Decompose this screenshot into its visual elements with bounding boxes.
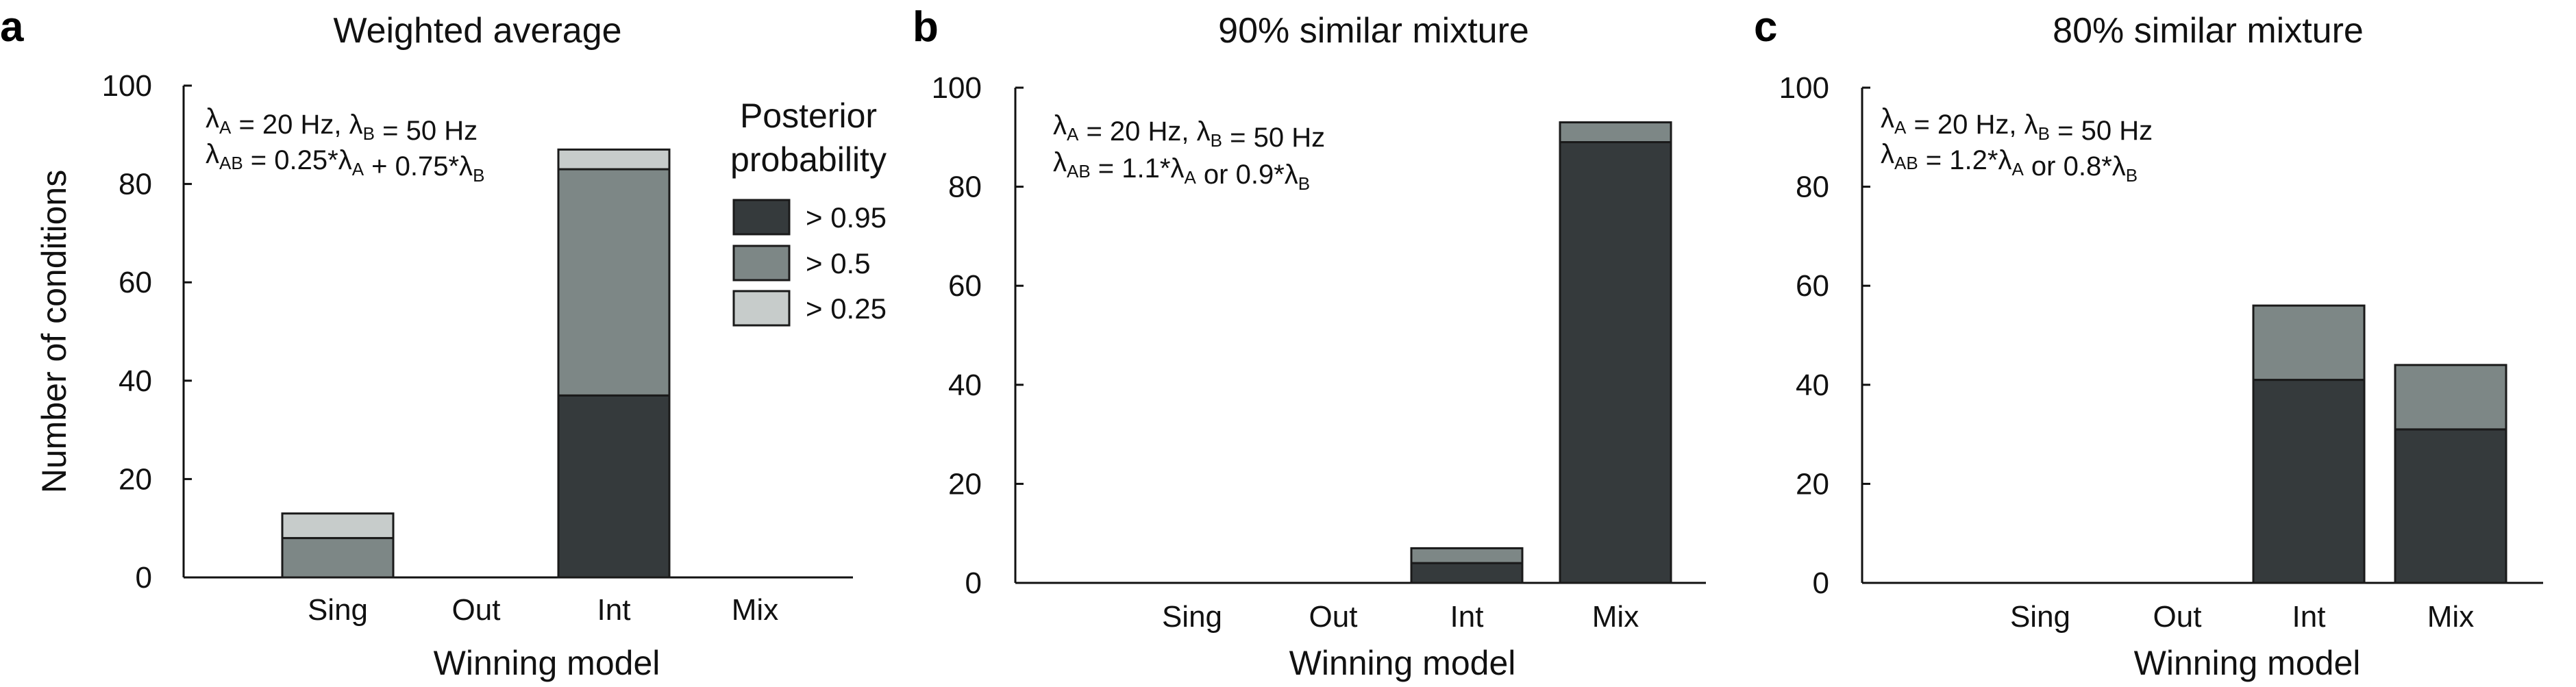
legend: Posterior probability > 0.95 > 0.5 > 0.25 (730, 97, 887, 327)
y-tick-label: 0 (136, 561, 152, 595)
y-tick-label: 60 (948, 269, 982, 303)
annotation-line-2: λAB = 0.25*λA + 0.75*λB (206, 139, 484, 186)
panel-c: c 80% similar mixture 0 20 40 60 80 100 Sing Out I… (1754, 3, 2543, 682)
y-tick-label: 60 (119, 266, 152, 299)
panel-label: c (1754, 3, 1777, 51)
legend-label: > 0.95 (806, 201, 887, 234)
panel-title: 90% similar mixture (1218, 11, 1529, 51)
legend-label: > 0.5 (806, 247, 871, 279)
panel-title: 80% similar mixture (2053, 11, 2364, 51)
panel-label: a (0, 3, 24, 51)
y-tick-label: 0 (965, 566, 982, 600)
y-tick-label: 80 (119, 168, 152, 201)
y-tick-label: 20 (1796, 467, 1829, 501)
x-tick-label: Out (2153, 600, 2202, 634)
panel-title: Weighted average (333, 11, 621, 51)
x-axis-label: Winning model (2134, 644, 2361, 682)
x-tick-label: Int (1450, 600, 1484, 634)
x-tick-label: Int (597, 593, 631, 627)
x-tick-label: Mix (1592, 600, 1639, 634)
bar-int-p95 (1410, 562, 1524, 584)
x-tick-label: Sing (308, 593, 368, 627)
legend-title-line-1: Posterior (740, 97, 877, 135)
bar-int-p50 (557, 168, 671, 397)
bar-sing-p25 (281, 512, 395, 540)
legend-title-line-2: probability (730, 140, 887, 179)
panel-label: b (913, 3, 939, 51)
x-tick-label: Sing (1162, 600, 1222, 634)
bar-mix-p50 (1559, 121, 1672, 144)
bar-int-p95 (2252, 379, 2366, 584)
x-tick-label: Mix (732, 593, 778, 627)
y-tick-label: 0 (1813, 566, 1829, 600)
legend-label: > 0.25 (806, 292, 887, 325)
y-tick-label: 40 (948, 369, 982, 402)
y-tick-label: 20 (119, 462, 152, 496)
annotation-line-2: λAB = 1.1*λA or 0.9*λB (1053, 147, 1310, 194)
bar-int-p50 (2252, 304, 2366, 382)
x-tick-label: Out (452, 593, 501, 627)
y-tick-label: 100 (102, 69, 152, 103)
bar-int-p25 (557, 148, 671, 171)
bar-mix-p50 (2394, 364, 2507, 431)
y-tick-label: 100 (1779, 71, 1829, 105)
bar-int-p95 (557, 394, 671, 579)
y-axis-label: Number of conditions (35, 170, 73, 493)
x-tick-label: Int (2292, 600, 2326, 634)
annotation-line-1: λA = 20 Hz, λB = 50 Hz (1881, 103, 2153, 146)
x-tick-label: Out (1309, 600, 1358, 634)
bar-int-p50 (1410, 547, 1524, 564)
annotation-line-1: λA = 20 Hz, λB = 50 Hz (1053, 110, 1325, 153)
y-tick-label: 100 (932, 71, 982, 105)
panel-a: a Weighted average 0 20 40 60 80 100 Number of c… (0, 3, 887, 682)
legend-swatch-p95 (732, 199, 791, 236)
panel-b: b 90% similar mixture 0 20 40 60 80 100 Sing Out I… (913, 3, 1706, 682)
x-axis-label: Winning model (1289, 644, 1516, 682)
y-tick-label: 20 (948, 467, 982, 501)
y-tick-label: 80 (948, 171, 982, 204)
annotation-line-2: λAB = 1.2*λA or 0.8*λB (1881, 139, 2138, 186)
bar-mix-p95 (2394, 428, 2507, 584)
y-tick-label: 80 (1796, 171, 1829, 204)
y-tick-label: 60 (1796, 269, 1829, 303)
x-axis-label: Winning model (434, 644, 660, 682)
y-tick-label: 40 (1796, 369, 1829, 402)
x-tick-label: Sing (2010, 600, 2070, 634)
bar-sing-p50 (281, 537, 395, 579)
bar-mix-p95 (1559, 141, 1672, 584)
legend-swatch-p50 (732, 245, 791, 282)
y-tick-label: 40 (119, 364, 152, 398)
legend-swatch-p25 (732, 290, 791, 327)
x-tick-label: Mix (2427, 600, 2474, 634)
annotation-line-1: λA = 20 Hz, λB = 50 Hz (206, 103, 478, 146)
